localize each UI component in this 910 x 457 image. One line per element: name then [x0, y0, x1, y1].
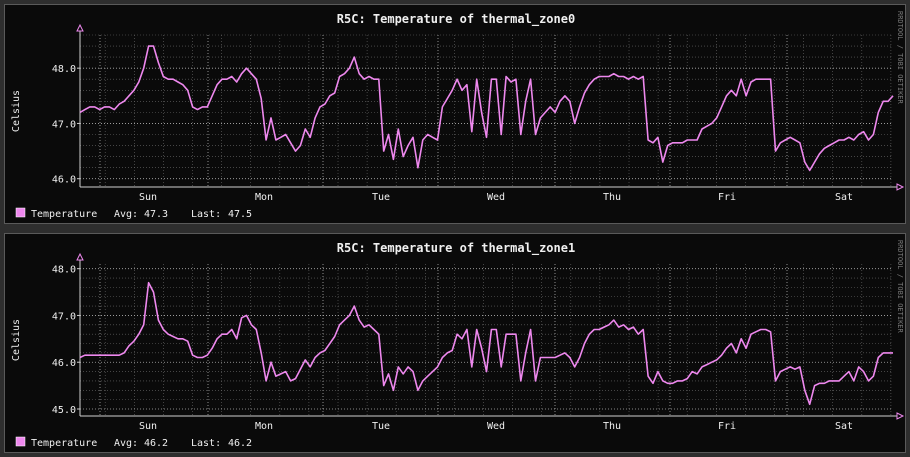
y-tick-label: 47.0: [52, 311, 76, 322]
chart-panel-zone1: R5C: Temperature of thermal_zone1 RRDTOOL…: [4, 233, 906, 453]
series-line-temperature: [79, 281, 893, 406]
y-axis-label: Celsius: [11, 90, 22, 132]
y-tick-label: 48.0: [52, 265, 76, 276]
series-line-temperature: [79, 45, 894, 172]
legend-avg-label: Avg:: [114, 209, 138, 220]
legend-avg-value: 47.3: [144, 209, 168, 220]
x-tick-label: Thu: [603, 421, 621, 432]
x-tick-label: Fri: [718, 421, 736, 432]
y-axis-arrow: [76, 23, 84, 32]
grid: [80, 264, 893, 416]
legend-last-value: 47.5: [228, 209, 252, 220]
chart-svg: R5C: Temperature of thermal_zone1 RRDTOOL…: [11, 240, 905, 449]
chart-title: R5C: Temperature of thermal_zone0: [337, 12, 575, 27]
x-tick-label: Wed: [487, 421, 505, 432]
x-tick-label: Wed: [487, 192, 505, 203]
y-axis-label: Celsius: [11, 319, 22, 361]
x-tick-label: Mon: [255, 421, 273, 432]
legend-swatch: [15, 207, 26, 218]
x-tick-label: Sun: [139, 421, 157, 432]
x-axis-arrow: [896, 183, 905, 191]
x-tick-label: Mon: [255, 192, 273, 203]
y-axis-arrow: [76, 252, 84, 261]
watermark: RRDTOOL / TOBI OETIKER: [896, 11, 904, 105]
chart-title: R5C: Temperature of thermal_zone1: [337, 241, 575, 256]
watermark: RRDTOOL / TOBI OETIKER: [896, 240, 904, 334]
legend-last-label: Last:: [191, 438, 221, 449]
y-tick-label: 47.0: [52, 119, 76, 130]
legend-label: Temperature: [31, 209, 97, 220]
x-tick-label: Thu: [603, 192, 621, 203]
chart-svg: R5C: Temperature of thermal_zone0 RRDTOOL…: [11, 11, 905, 220]
grid: [80, 34, 893, 187]
y-tick-label: 45.0: [52, 405, 76, 416]
legend-last-label: Last:: [191, 209, 221, 220]
legend-last-value: 46.2: [228, 438, 252, 449]
x-tick-label: Tue: [372, 192, 390, 203]
y-tick-label: 46.0: [52, 358, 76, 369]
x-tick-label: Sun: [139, 192, 157, 203]
x-tick-label: Sat: [835, 192, 853, 203]
legend-swatch: [15, 436, 26, 447]
chart-panel-zone0: R5C: Temperature of thermal_zone0 RRDTOOL…: [4, 4, 906, 224]
legend-avg-value: 46.2: [144, 438, 168, 449]
y-tick-label: 48.0: [52, 64, 76, 75]
y-tick-label: 46.0: [52, 175, 76, 186]
legend-avg-label: Avg:: [114, 438, 138, 449]
x-tick-label: Sat: [835, 421, 853, 432]
x-axis-arrow: [896, 412, 905, 420]
x-tick-label: Tue: [372, 421, 390, 432]
legend-label: Temperature: [31, 438, 97, 449]
x-tick-label: Fri: [718, 192, 736, 203]
